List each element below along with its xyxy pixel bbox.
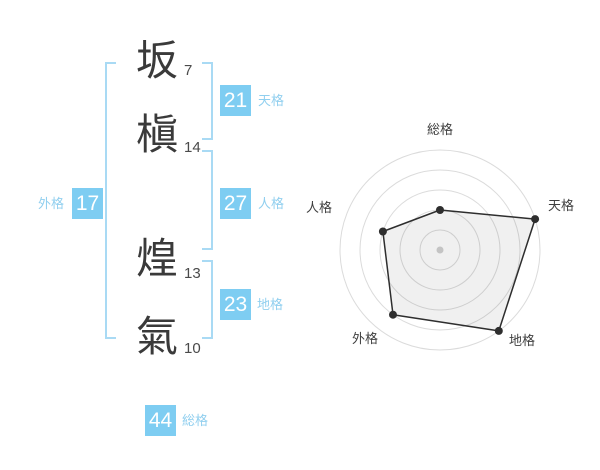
tenkaku-bracket bbox=[202, 62, 213, 140]
radar-vertex-dot bbox=[436, 206, 444, 214]
stroke-count-4: 10 bbox=[184, 340, 201, 357]
jinkaku-badge: 27 bbox=[220, 188, 251, 219]
chikaku-bracket bbox=[202, 260, 213, 339]
tenkaku-badge: 21 bbox=[220, 85, 251, 116]
radar-axis-label-tenkaku: 天格 bbox=[548, 198, 575, 213]
name-char-1: 坂 bbox=[135, 37, 178, 84]
chikaku-badge-label: 地格 bbox=[257, 297, 284, 312]
radar-axis-label-jinkaku: 人格 bbox=[306, 200, 333, 215]
radar-axis-label-gaikaku: 外格 bbox=[352, 331, 379, 346]
gaikaku-bracket bbox=[105, 62, 116, 339]
name-char-2: 槇 bbox=[135, 111, 178, 158]
gaikaku-badge-label: 外格 bbox=[38, 196, 65, 211]
stroke-count-1: 7 bbox=[184, 62, 193, 79]
radar-vertex-dot bbox=[378, 227, 387, 236]
jinkaku-badge-label: 人格 bbox=[258, 196, 285, 211]
chikaku-badge: 23 bbox=[220, 289, 251, 320]
radar-vertex-dot bbox=[531, 215, 540, 224]
name-char-4: 氣 bbox=[135, 313, 178, 360]
radar-polygon bbox=[382, 209, 536, 332]
radar-vertex-dot bbox=[389, 310, 397, 319]
stroke-count-3: 13 bbox=[184, 265, 201, 282]
name-char-3: 煌 bbox=[135, 235, 178, 282]
radar-center-dot bbox=[436, 246, 444, 254]
radar-vertex-dot bbox=[494, 326, 503, 335]
jinkaku-bracket bbox=[202, 150, 213, 250]
soukaku-badge-label: 総格 bbox=[182, 413, 209, 428]
radar-axis-label-soukaku: 総格 bbox=[427, 122, 454, 137]
tenkaku-badge-label: 天格 bbox=[258, 93, 285, 108]
radar-chart bbox=[300, 110, 580, 390]
radar-svg bbox=[339, 149, 541, 351]
radar-axis-label-chikaku: 地格 bbox=[509, 333, 536, 348]
gaikaku-badge: 17 bbox=[72, 188, 103, 219]
soukaku-badge: 44 bbox=[145, 405, 176, 436]
stroke-count-2: 14 bbox=[184, 139, 201, 156]
